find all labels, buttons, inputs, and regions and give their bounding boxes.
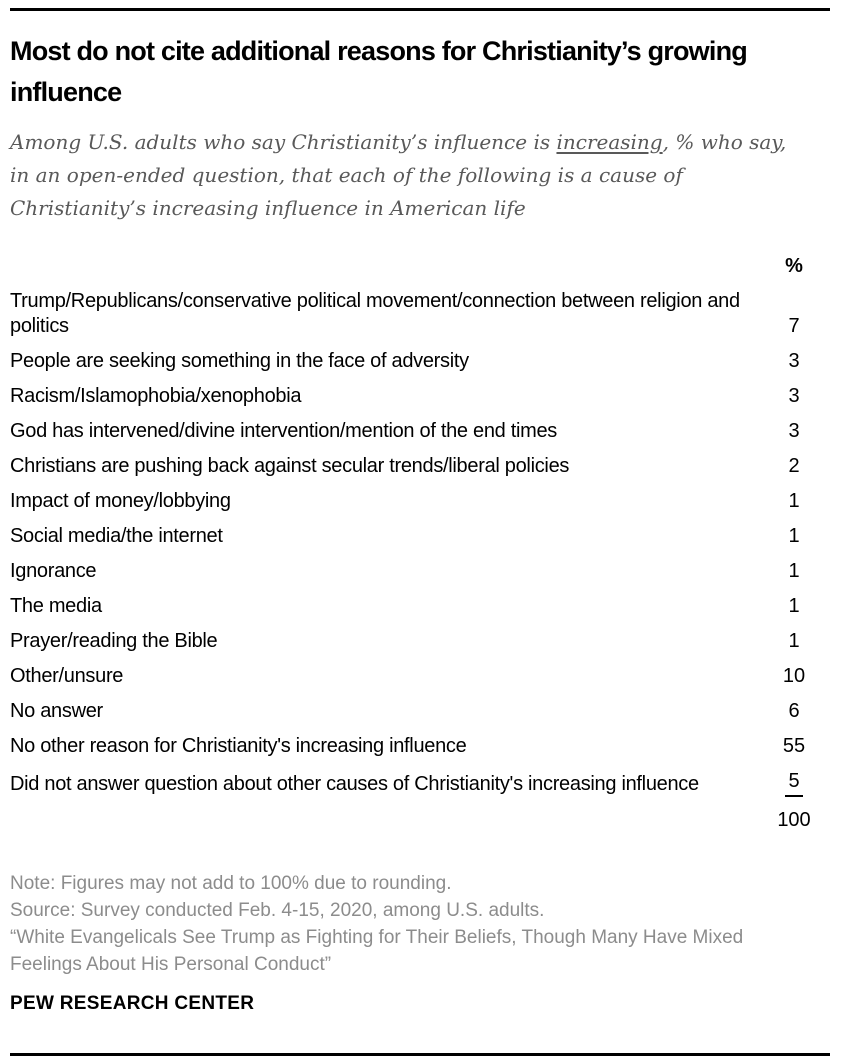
table-row: Christians are pushing back against secu… (10, 449, 830, 484)
reasons-table: % Trump/Republicans/conservative politic… (10, 249, 830, 838)
row-label: Ignorance (10, 560, 97, 582)
table-row: Prayer/reading the Bible 1 (10, 624, 830, 659)
underlined-subtotal-value: 5 (785, 769, 803, 797)
row-label: No other reason for Christianity's incre… (10, 735, 467, 757)
table-row: Racism/Islamophobia/xenophobia 3 (10, 379, 830, 414)
row-label: Did not answer question about other caus… (10, 773, 699, 795)
row-label: Other/unsure (10, 665, 124, 687)
row-value: 1 (788, 560, 800, 582)
table-row: Impact of money/lobbying 1 (10, 484, 830, 519)
row-value: 7 (788, 315, 800, 337)
brand-wordmark: PEW RESEARCH CENTER (10, 993, 255, 1014)
row-value-subtotal: 5 (758, 769, 830, 797)
table-row: Ignorance 1 (10, 554, 830, 589)
row-value: 10 (782, 665, 806, 687)
row-label: The media (10, 595, 102, 617)
table-row: Other/unsure 10 (10, 659, 830, 694)
row-value: 2 (788, 455, 800, 477)
table-row: No answer 6 (10, 694, 830, 729)
row-value: 1 (788, 490, 800, 512)
row-value: 55 (782, 735, 806, 757)
percent-column-header: % (785, 255, 803, 277)
report-title-text: “White Evangelicals See Trump as Fightin… (10, 927, 744, 975)
row-label: Social media/the internet (10, 525, 223, 547)
table-row: People are seeking something in the face… (10, 344, 830, 379)
row-label: God has intervened/divine intervention/m… (10, 420, 557, 442)
footnotes: Note: Figures may not add to 100% due to… (10, 870, 815, 978)
table-header-row: % (10, 249, 830, 284)
figure-page: Most do not cite additional reasons for … (10, 8, 830, 1014)
row-value: 3 (788, 385, 800, 407)
row-label: People are seeking something in the face… (10, 350, 469, 372)
table-row: The media 1 (10, 589, 830, 624)
total-row: 100 (10, 802, 830, 838)
note-text: Note: Figures may not add to 100% due to… (10, 873, 452, 894)
row-label: Christians are pushing back against secu… (10, 455, 570, 477)
table-row: Did not answer question about other caus… (10, 764, 830, 802)
row-value: 6 (788, 700, 800, 722)
total-value: 100 (777, 809, 811, 831)
row-label: Prayer/reading the Bible (10, 630, 218, 652)
page-title: Most do not cite additional reasons for … (10, 36, 748, 107)
table-row: No other reason for Christianity's incre… (10, 729, 830, 764)
top-divider (10, 8, 830, 11)
row-value: 3 (788, 350, 800, 372)
row-label: Trump/Republicans/conservative political… (10, 290, 740, 337)
source-text: Source: Survey conducted Feb. 4-15, 2020… (10, 900, 545, 921)
subtitle-underlined-word: increasing (556, 130, 663, 154)
row-value: 1 (788, 525, 800, 547)
table-row: Trump/Republicans/conservative political… (10, 284, 830, 344)
subtitle-post-text: , % who say, in an open-ended question, … (10, 130, 787, 220)
subtitle-pre-text: Among U.S. adults who say Christianity’s… (10, 130, 557, 154)
row-value: 1 (788, 630, 800, 652)
page-subtitle: Among U.S. adults who say Christianity’s… (10, 126, 810, 225)
row-label: No answer (10, 700, 103, 722)
row-value: 1 (788, 595, 800, 617)
table-row: God has intervened/divine intervention/m… (10, 414, 830, 449)
table-row: Social media/the internet 1 (10, 519, 830, 554)
row-label: Impact of money/lobbying (10, 490, 231, 512)
bottom-divider (10, 1053, 830, 1056)
row-label: Racism/Islamophobia/xenophobia (10, 385, 302, 407)
row-value: 3 (788, 420, 800, 442)
